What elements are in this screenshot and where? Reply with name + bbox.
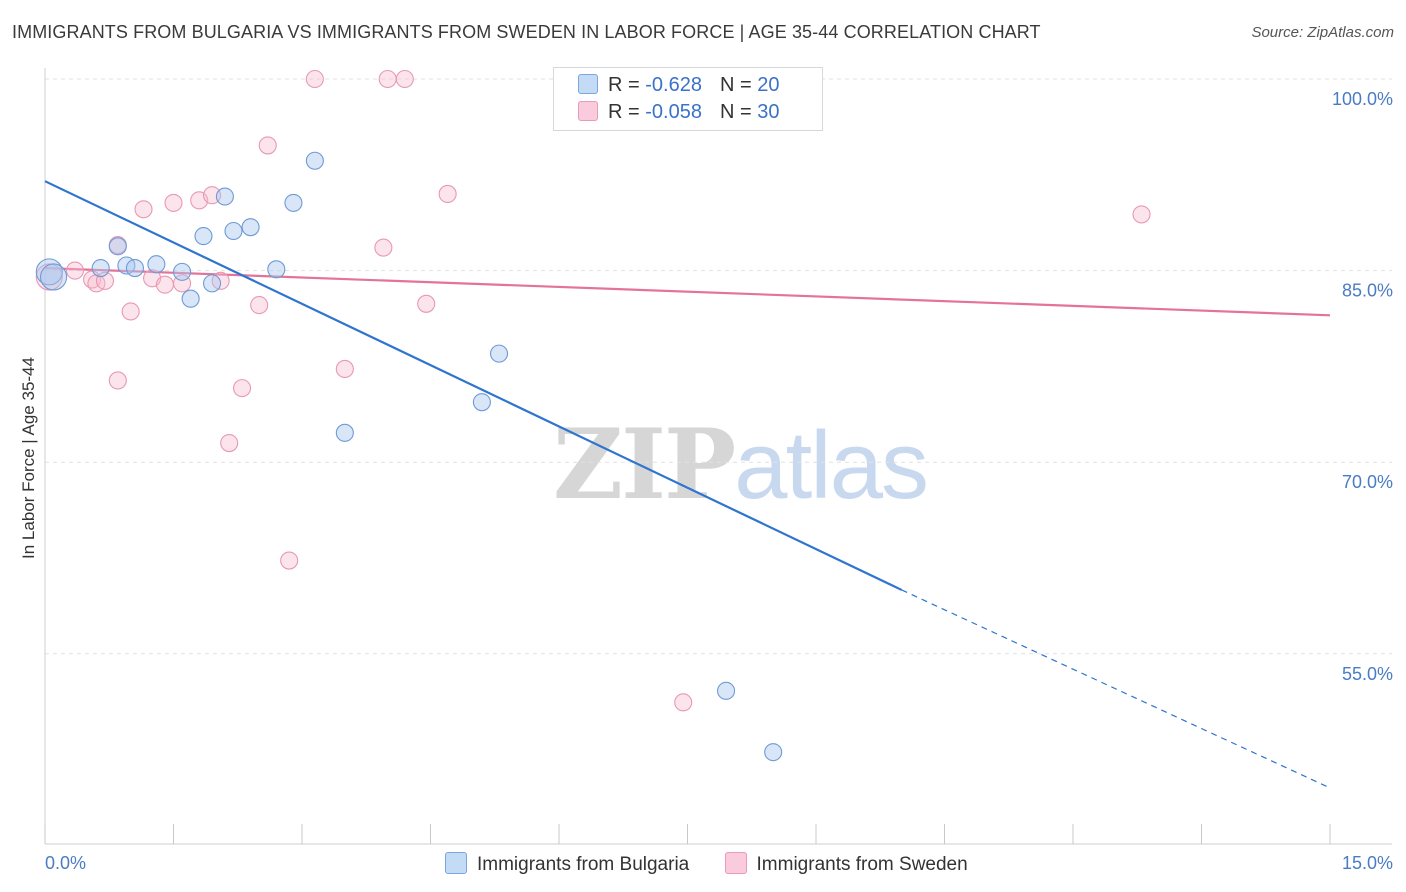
sweden-point bbox=[305, 69, 324, 89]
sweden-point bbox=[258, 136, 277, 155]
legend-item-sweden: Immigrants from Sweden bbox=[724, 852, 968, 876]
y-axis-label: In Labor Force | Age 35-44 bbox=[19, 357, 38, 559]
watermark-zip: ZIP bbox=[553, 408, 736, 521]
sweden-point bbox=[220, 433, 239, 453]
sweden-point bbox=[417, 294, 436, 313]
x-tick-label: 15.0% bbox=[1342, 853, 1393, 873]
legend-swatch-bulgaria bbox=[445, 852, 467, 874]
bulgaria-point bbox=[489, 344, 509, 363]
source-label: Source: ZipAtlas.com bbox=[1251, 24, 1394, 41]
y-tick-label: 100.0% bbox=[1332, 89, 1393, 109]
bulgaria-point bbox=[215, 187, 234, 206]
bulgaria-point bbox=[147, 255, 166, 274]
trend-line-bulgaria bbox=[44, 180, 903, 591]
bulgaria-point bbox=[472, 393, 491, 412]
r-value-bulgaria: -0.628 bbox=[645, 74, 702, 96]
r-value-sweden: -0.058 bbox=[645, 101, 702, 123]
sweden-point bbox=[374, 238, 393, 257]
sweden-point bbox=[395, 69, 414, 89]
bulgaria-point bbox=[224, 221, 243, 241]
n-value-bulgaria: 20 bbox=[757, 74, 780, 96]
bulgaria-point bbox=[173, 262, 192, 281]
bulgaria-point bbox=[181, 289, 200, 308]
legend-row-sweden: R = -0.058 N = 30 bbox=[578, 101, 779, 127]
sweden-point bbox=[335, 359, 354, 379]
y-tick-labels: 55.0% 70.0% 85.0% 100.0% bbox=[1332, 89, 1393, 684]
bulgaria-point bbox=[40, 263, 68, 291]
chart-title: IMMIGRANTS FROM BULGARIA VS IMMIGRANTS F… bbox=[12, 22, 1041, 42]
y-tick-label: 70.0% bbox=[1342, 472, 1393, 492]
bulgaria-point bbox=[203, 274, 222, 293]
bulgaria-point bbox=[284, 193, 303, 212]
bulgaria-point bbox=[35, 258, 63, 286]
sweden-point bbox=[121, 302, 140, 321]
bulgaria-point bbox=[125, 258, 144, 278]
bulgaria-point bbox=[241, 218, 260, 237]
watermark: ZIPatlas bbox=[553, 408, 929, 521]
x-tick-label: 0.0% bbox=[45, 853, 86, 873]
bulgaria-point bbox=[764, 743, 783, 762]
bulgaria-point bbox=[716, 681, 736, 700]
sweden-point bbox=[280, 551, 299, 570]
sweden-point bbox=[250, 296, 269, 315]
bulgaria-point bbox=[194, 227, 213, 246]
axes bbox=[44, 68, 1392, 845]
sweden-point bbox=[232, 379, 252, 398]
y-tick-label: 55.0% bbox=[1342, 664, 1393, 684]
bulgaria-point bbox=[305, 151, 324, 170]
y-tick-label: 85.0% bbox=[1342, 281, 1393, 301]
swatch-sweden bbox=[578, 101, 598, 121]
legend-swatch-sweden bbox=[724, 852, 747, 874]
trend-lines bbox=[44, 180, 1331, 789]
bulgaria-point bbox=[335, 423, 354, 442]
sweden-point bbox=[203, 186, 222, 205]
watermark-atlas: atlas bbox=[734, 412, 929, 519]
bulgaria-point bbox=[108, 237, 127, 256]
sweden-point bbox=[1132, 205, 1151, 224]
bulgaria-point bbox=[267, 260, 286, 279]
data-points bbox=[35, 68, 1151, 762]
series-legend: Immigrants from Bulgaria Immigrants from… bbox=[445, 852, 998, 876]
sweden-point bbox=[155, 275, 174, 294]
legend-row-bulgaria: R = -0.628 N = 20 bbox=[578, 74, 779, 100]
sweden-point bbox=[674, 693, 693, 712]
gridlines bbox=[45, 78, 1392, 655]
trend-line-sweden bbox=[44, 266, 1331, 317]
sweden-point bbox=[164, 193, 183, 212]
sweden-point bbox=[108, 371, 127, 390]
trend-line-bulgaria-extension bbox=[901, 589, 1331, 789]
sweden-point bbox=[438, 184, 457, 204]
legend-item-bulgaria: Immigrants from Bulgaria bbox=[445, 852, 689, 876]
x-tick-labels: 0.0% 15.0% bbox=[45, 853, 1393, 873]
sweden-point bbox=[134, 200, 153, 219]
sweden-point bbox=[65, 261, 85, 280]
bulgaria-point bbox=[91, 258, 110, 278]
sweden-point bbox=[378, 69, 397, 89]
correlation-legend: R = -0.628 N = 20 R = -0.058 N = 30 bbox=[553, 67, 823, 131]
swatch-bulgaria bbox=[578, 74, 598, 94]
n-value-sweden: 30 bbox=[757, 101, 780, 123]
